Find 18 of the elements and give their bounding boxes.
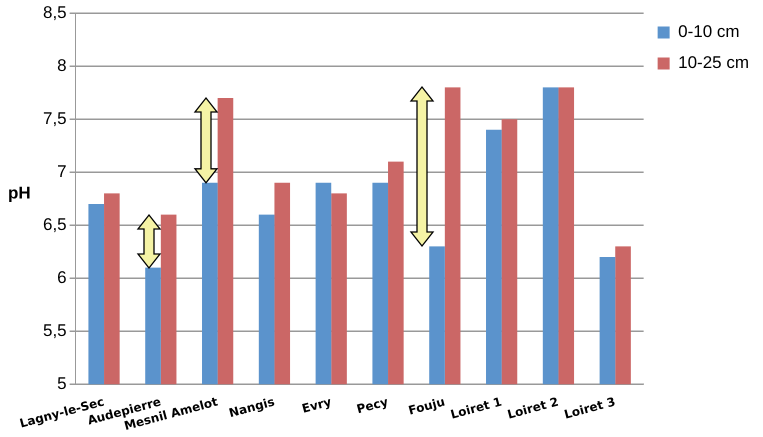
y-axis-title: pH: [8, 183, 31, 202]
legend-label: 0-10 cm: [678, 22, 740, 42]
x-tick-label: Loiret 1: [449, 394, 504, 422]
y-tick-label: 8: [57, 56, 67, 75]
legend-label: 10-25 cm: [678, 53, 750, 72]
x-tick-label: Nangis: [227, 394, 276, 420]
x-tick-label: Loiret 2: [506, 394, 560, 422]
y-tick-label: 6,5: [42, 214, 67, 234]
x-tick-label: Pecy: [355, 394, 390, 416]
y-tick-label: 7,5: [42, 108, 67, 128]
y-tick-label: 5,5: [42, 320, 67, 340]
x-tick-label: Evry: [300, 394, 333, 416]
x-tick-label: Fouju: [406, 394, 446, 418]
y-tick-label: 5: [57, 374, 67, 393]
x-tick-label: Loiret 3: [562, 394, 617, 422]
y-tick-label: 7: [57, 162, 67, 181]
y-tick-label: 6: [57, 268, 67, 287]
y-tick-label: 8,5: [42, 2, 67, 22]
